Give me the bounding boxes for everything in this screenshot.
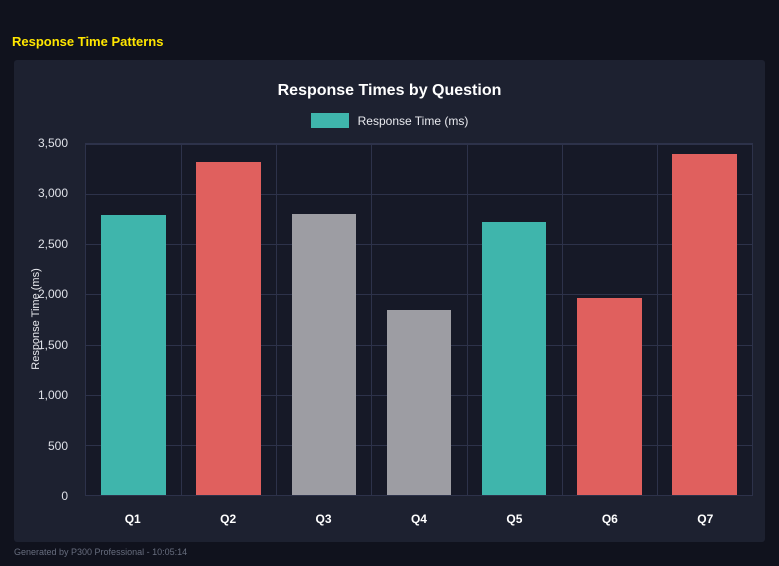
x-tick-label: Q1 xyxy=(124,512,141,526)
gridline-horizontal xyxy=(86,144,752,145)
y-tick-label: 1,000 xyxy=(37,388,68,403)
bar-q6[interactable] xyxy=(576,298,642,495)
bar-q1[interactable] xyxy=(101,215,166,495)
gridline-horizontal xyxy=(86,495,752,496)
y-axis-ticks: 0 500 1,000 1,500 2,000 2,500 3,000 3,500 xyxy=(14,136,78,503)
chart-legend[interactable]: Response Time (ms) xyxy=(14,113,765,128)
x-tick-label: Q3 xyxy=(315,512,332,526)
y-tick-label: 1,500 xyxy=(37,337,68,352)
bar-q2[interactable] xyxy=(196,162,262,495)
gridline-vertical xyxy=(561,144,563,495)
y-tick-label: 3,500 xyxy=(37,136,68,150)
gridline-vertical xyxy=(656,144,658,495)
bar-q4[interactable] xyxy=(386,310,452,495)
gridline-horizontal xyxy=(86,244,752,246)
x-axis-labels: Q1 Q2 Q3 Q4 Q5 Q6 Q7 xyxy=(85,498,753,526)
y-tick-label: 0 xyxy=(61,489,68,503)
gridline-vertical xyxy=(181,144,183,495)
plot-area xyxy=(85,143,753,496)
bar-q3[interactable] xyxy=(291,214,357,495)
y-tick-label: 2,000 xyxy=(37,287,68,302)
bar-q5[interactable] xyxy=(481,222,547,495)
gridline-vertical xyxy=(371,144,373,495)
legend-label: Response Time (ms) xyxy=(357,113,469,128)
bar-q7[interactable] xyxy=(672,154,737,495)
legend-swatch xyxy=(310,113,349,128)
y-tick-label: 3,000 xyxy=(37,186,68,201)
x-tick-label: Q7 xyxy=(697,512,714,526)
footer-text: Generated by P300 Professional - 10:05:1… xyxy=(14,547,188,557)
y-tick-label: 2,500 xyxy=(37,236,68,251)
chart-title: Response Times by Question xyxy=(277,82,502,99)
x-tick-label: Q6 xyxy=(601,512,618,526)
page-title: Response Time Patterns xyxy=(12,34,164,49)
gridline-vertical xyxy=(466,144,468,495)
y-tick-label: 500 xyxy=(47,438,68,453)
gridline-horizontal xyxy=(86,194,752,196)
x-tick-label: Q4 xyxy=(410,512,427,526)
chart-panel: Response Times by Question Response Time… xyxy=(14,60,765,542)
gridline-horizontal xyxy=(86,294,752,296)
gridline-vertical xyxy=(276,144,278,495)
x-tick-label: Q5 xyxy=(506,512,523,526)
x-tick-label: Q2 xyxy=(220,512,237,526)
